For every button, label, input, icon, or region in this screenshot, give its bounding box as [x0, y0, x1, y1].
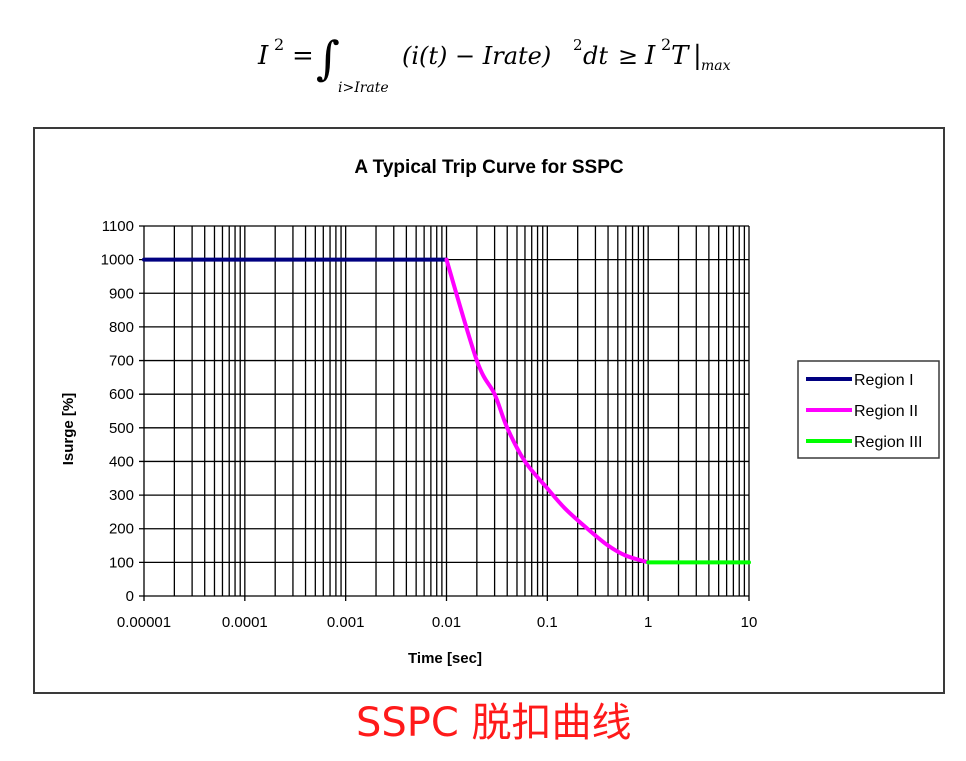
x-axis-ticks: 0.00001 0.0001 0.001 0.01 0.1 1 10: [117, 614, 757, 631]
legend-label: Region I: [854, 372, 914, 389]
formula-integrand-sup: 2: [573, 36, 583, 54]
y-tick-label: 800: [109, 319, 134, 336]
trip-curve-chart: A Typical Trip Curve for SSPC 0 100 200 300…: [60, 157, 940, 667]
y-axis-label: Isurge [%]: [60, 393, 77, 466]
formula-equals: =: [292, 41, 314, 71]
y-tick-label: 0: [126, 588, 134, 605]
legend-label: Region III: [854, 434, 922, 451]
x-axis-label: Time [sec]: [408, 650, 482, 667]
x-tick-label: 0.01: [432, 614, 461, 631]
formula-dt: dt: [583, 42, 608, 70]
formula-lhs: I: [257, 41, 269, 71]
y-tick-label: 500: [109, 420, 134, 437]
integral-sign: ∫: [316, 31, 340, 85]
y-tick-label: 1000: [101, 252, 134, 269]
y-tick-label: 200: [109, 521, 134, 538]
chart-title: A Typical Trip Curve for SSPC: [354, 157, 624, 178]
series-line-region-ii: [444, 257, 651, 565]
y-tick-label: 1100: [102, 218, 134, 235]
y-tick-label: 300: [109, 487, 134, 504]
formula-rhs-t: T: [671, 41, 690, 71]
x-tick-label: 0.001: [327, 614, 365, 631]
chart-legend: Region I Region II Region III: [797, 360, 940, 459]
formula-lhs-sup: 2: [274, 35, 284, 54]
formula-rhs-sub: max: [701, 58, 731, 74]
plot-grid: [139, 225, 750, 601]
chart-caption: SSPC 脱扣曲线: [356, 700, 632, 746]
y-tick-label: 100: [109, 554, 134, 571]
y-tick-label: 400: [109, 453, 134, 470]
x-tick-label: 0.0001: [222, 614, 268, 631]
y-axis-ticks: 0 100 200 300 400 500 600 700 800 900 1000 1100: [101, 218, 134, 605]
formula-rhs: I: [644, 41, 656, 71]
y-tick-label: 900: [109, 285, 134, 302]
data-series: [142, 257, 751, 565]
formula-integral-subscript: i>Irate: [338, 80, 389, 96]
formula-integrand: (i(t) − Irate): [402, 42, 551, 70]
x-tick-label: 1: [644, 614, 652, 631]
x-tick-label: 10: [741, 614, 758, 631]
formula-graphic: I 2 = ∫ i>Irate (i(t) − Irate) 2 dt ≥ I …: [257, 31, 731, 96]
x-tick-label: 0.00001: [117, 614, 171, 631]
chart-frame: A Typical Trip Curve for SSPC 0 100 200 300…: [33, 127, 945, 694]
x-tick-label: 0.1: [537, 614, 558, 631]
y-tick-label: 700: [109, 353, 134, 370]
legend-label: Region II: [854, 403, 918, 420]
y-tick-label: 600: [109, 386, 134, 403]
formula-geq: ≥: [618, 42, 638, 70]
formula-rhs-bar: |: [693, 41, 702, 71]
trip-formula: I 2 = ∫ i>Irate (i(t) − Irate) 2 dt ≥ I …: [240, 22, 740, 100]
formula-rhs-sup: 2: [661, 35, 671, 54]
